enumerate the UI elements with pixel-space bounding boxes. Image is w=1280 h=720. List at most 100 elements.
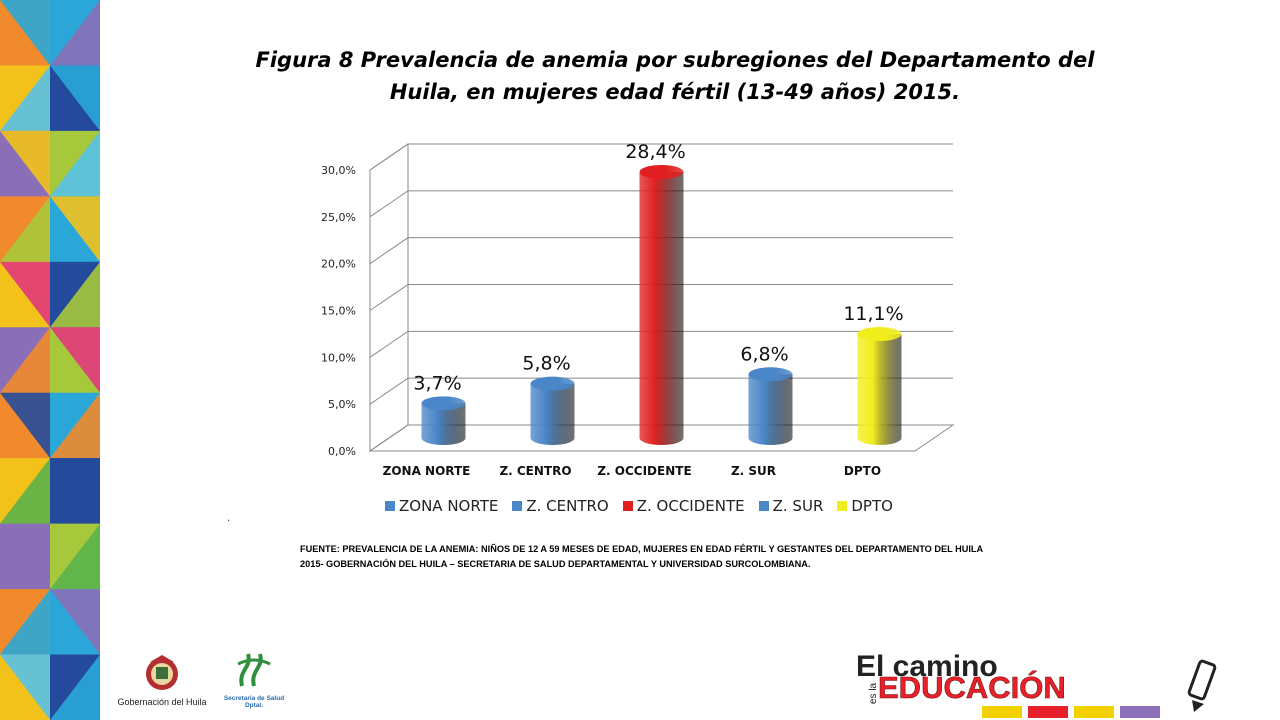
strip-triangle bbox=[0, 458, 50, 524]
strip-triangle bbox=[0, 130, 50, 197]
strip-triangle bbox=[0, 523, 50, 590]
source-line-1: FUENTE: PREVALENCIA DE LA ANEMIA: NIÑOS … bbox=[300, 544, 984, 554]
x-tick-label: Z. SUR bbox=[731, 464, 776, 478]
gridline bbox=[369, 284, 953, 311]
legend-label: Z. SUR bbox=[772, 497, 824, 515]
y-tick-label: 15,0% bbox=[321, 305, 356, 318]
bar-body bbox=[530, 383, 575, 446]
value-labels: 3,7% 5,8% 28,4% 6,8% 11,1% bbox=[413, 141, 903, 394]
bar-zona-norte bbox=[421, 396, 466, 446]
bar-z-occidente bbox=[639, 164, 684, 445]
el-camino-educacion-logo: El camino es la EDUCACIÓN bbox=[856, 650, 1217, 718]
strip-triangle bbox=[50, 327, 100, 393]
source-line-2: 2015- GOBERNACIÓN DEL HUILA – SECRETARIA… bbox=[300, 559, 811, 569]
y-tick-label: 5,0% bbox=[328, 398, 356, 411]
strip-triangle bbox=[50, 458, 100, 524]
secretaria-salud-label-line-1: Secretaria de Salud bbox=[223, 695, 285, 702]
bar-body bbox=[748, 374, 793, 446]
chart-title-line-1: Figura 8 Prevalencia de anemia por subre… bbox=[255, 48, 1095, 72]
strip-triangle bbox=[50, 392, 100, 459]
y-tick-label: 10,0% bbox=[321, 351, 356, 364]
legend-item: Z. CENTRO bbox=[512, 497, 609, 515]
secretaria-salud-label-line-2: Dptal. bbox=[244, 702, 264, 709]
x-tick-label: Z. OCCIDENTE bbox=[597, 464, 691, 478]
legend-swatch bbox=[837, 501, 848, 511]
legend-swatch bbox=[385, 501, 395, 511]
bar-top bbox=[748, 367, 793, 382]
decorative-side-strip bbox=[0, 0, 100, 720]
strip-triangle bbox=[0, 327, 50, 393]
gridline bbox=[369, 190, 953, 218]
brand-es-la: es la bbox=[868, 682, 879, 704]
legend-label: ZONA NORTE bbox=[399, 497, 499, 515]
chart-title: Figura 8 Prevalencia de anemia por subre… bbox=[230, 44, 1120, 108]
value-label: 11,1% bbox=[843, 303, 903, 325]
bar-body bbox=[857, 334, 902, 446]
strip-triangle bbox=[0, 196, 50, 262]
secretaria-salud-label: Secretaria de Salud Dptal. bbox=[218, 695, 290, 709]
bar-body bbox=[421, 403, 466, 446]
legend-swatch bbox=[758, 501, 769, 511]
chart-title-line-2: Huila, en mujeres edad fértil (13-49 año… bbox=[389, 80, 961, 104]
strip-triangle bbox=[50, 654, 100, 720]
legend-item: Z. SUR bbox=[758, 497, 824, 515]
strip-triangle bbox=[50, 589, 100, 655]
gobernacion-label: Gobernación del Huila bbox=[117, 697, 207, 707]
bar-chart: 0,0% 5,0% 10,0% 15,0% 20,0% 25,0% 30,0% 3,7% 5,… bbox=[321, 141, 955, 478]
strip-triangle bbox=[0, 654, 50, 720]
legend-swatch bbox=[622, 501, 633, 511]
gridline bbox=[369, 143, 953, 171]
strip-triangle bbox=[50, 130, 100, 197]
brand-color-blocks bbox=[982, 706, 1160, 718]
value-label: 5,8% bbox=[522, 353, 570, 375]
y-tick-label: 20,0% bbox=[321, 258, 356, 271]
x-axis-labels: ZONA NORTE Z. CENTRO Z. OCCIDENTE Z. SUR DPT… bbox=[383, 464, 881, 478]
bar-dpto bbox=[857, 327, 902, 446]
legend-label: DPTO bbox=[851, 497, 893, 515]
strip-triangle bbox=[50, 196, 100, 262]
bar-top bbox=[421, 396, 466, 411]
legend-label: Z. CENTRO bbox=[526, 497, 609, 515]
bar-body bbox=[639, 171, 684, 445]
bar-top bbox=[857, 327, 902, 342]
y-tick-label: 25,0% bbox=[321, 211, 356, 224]
brand-line-2: EDUCACIÓN bbox=[878, 669, 1066, 705]
bar-top bbox=[530, 376, 575, 391]
strip-triangle bbox=[50, 261, 100, 328]
value-label: 28,4% bbox=[625, 141, 685, 163]
strip-triangle bbox=[50, 0, 100, 66]
bar-z-centro bbox=[530, 376, 575, 446]
source-note: FUENTE: PREVALENCIA DE LA ANEMIA: NIÑOS … bbox=[300, 542, 1080, 572]
brand-line-1: El camino bbox=[856, 650, 998, 683]
chart-bars bbox=[421, 164, 902, 446]
strip-triangle bbox=[0, 392, 50, 459]
x-tick-label: Z. CENTRO bbox=[499, 464, 571, 478]
gridline bbox=[369, 237, 953, 265]
bar-z-sur bbox=[748, 367, 793, 446]
bar-top bbox=[639, 164, 684, 179]
secretaria-salud-logo: Secretaria de Salud Dptal. bbox=[218, 650, 290, 709]
value-label: 3,7% bbox=[413, 372, 461, 394]
stray-dot: . bbox=[227, 510, 231, 524]
y-axis-ticks: 0,0% 5,0% 10,0% 15,0% 20,0% 25,0% 30,0% bbox=[321, 164, 356, 458]
chart-legend: ZONA NORTE Z. CENTRO Z. OCCIDENTE Z. SUR DPT… bbox=[385, 494, 907, 518]
x-tick-label: ZONA NORTE bbox=[383, 464, 471, 478]
legend-item: ZONA NORTE bbox=[385, 497, 498, 515]
value-label: 6,8% bbox=[740, 343, 788, 365]
legend-item: Z. OCCIDENTE bbox=[622, 497, 745, 515]
legend-label: Z. OCCIDENTE bbox=[636, 497, 745, 515]
strip-triangle bbox=[0, 0, 50, 66]
y-tick-label: 0,0% bbox=[328, 445, 356, 458]
legend-swatch bbox=[512, 501, 523, 511]
strip-triangle bbox=[0, 261, 50, 328]
strip-triangle bbox=[50, 65, 100, 131]
pencil-icon bbox=[1187, 659, 1217, 712]
y-tick-label: 30,0% bbox=[321, 164, 356, 177]
strip-triangle bbox=[0, 65, 50, 131]
legend-item: DPTO bbox=[837, 497, 893, 515]
gridline bbox=[369, 330, 953, 358]
gobernacion-logo: Gobernación del Huila bbox=[112, 652, 212, 707]
coat-of-arms-icon bbox=[146, 655, 178, 690]
strip-triangle bbox=[50, 523, 100, 590]
health-emblem-icon bbox=[237, 653, 271, 687]
